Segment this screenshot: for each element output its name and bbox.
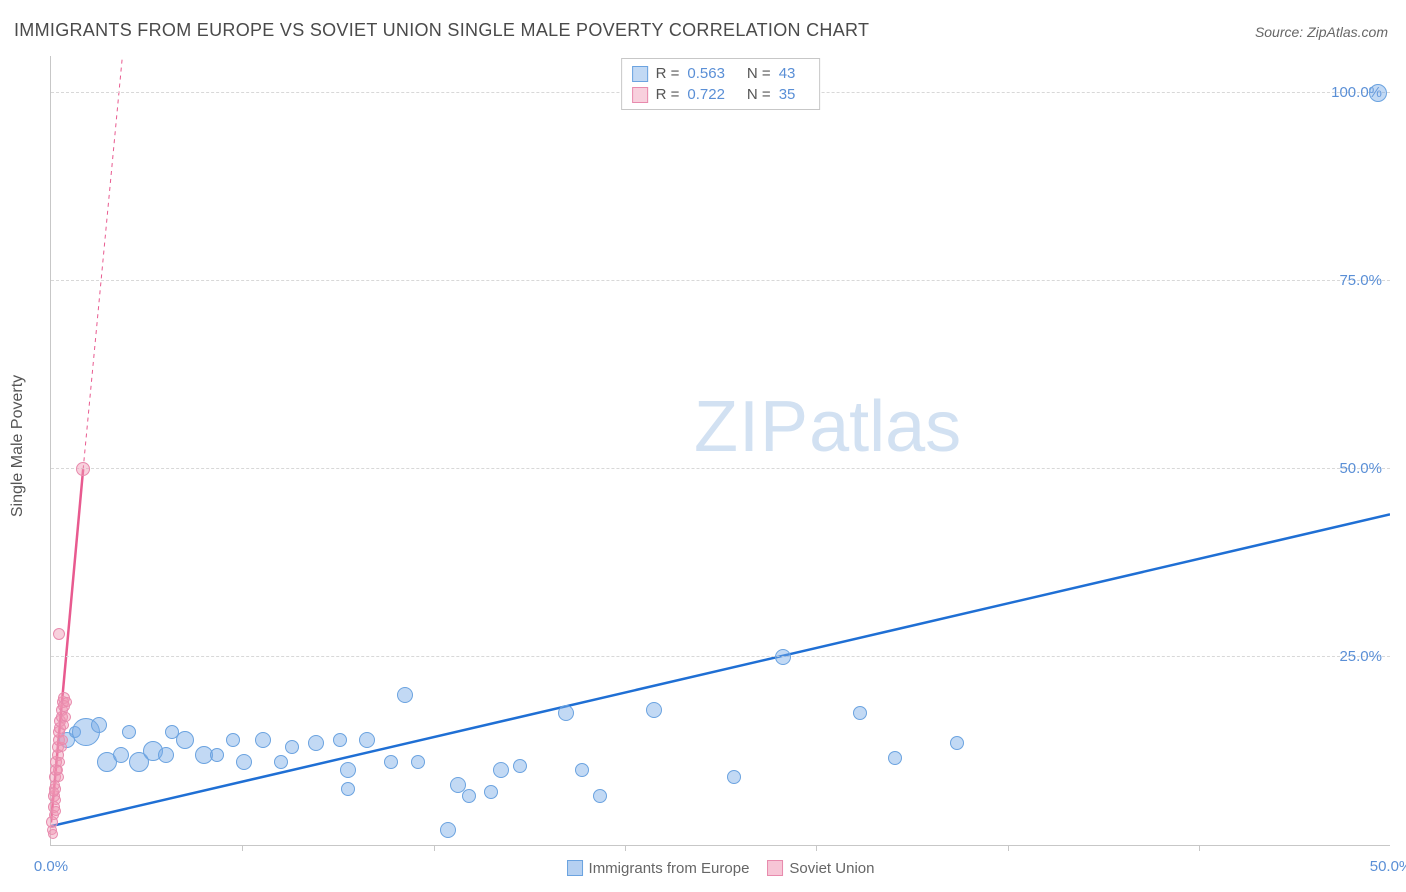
gridline-h (51, 280, 1390, 281)
data-point (727, 770, 741, 784)
legend-swatch (632, 87, 648, 103)
data-point (62, 697, 72, 707)
data-point (359, 732, 375, 748)
legend-n-label: N = (747, 65, 771, 82)
correlation-chart: IMMIGRANTS FROM EUROPE VS SOVIET UNION S… (0, 0, 1406, 892)
source-attribution: Source: ZipAtlas.com (1255, 24, 1388, 40)
data-point (462, 789, 476, 803)
data-point (513, 759, 527, 773)
data-point (341, 782, 355, 796)
legend-r-label: R = (656, 65, 680, 82)
data-point (593, 789, 607, 803)
data-point (646, 702, 662, 718)
legend-series: Immigrants from Europe Soviet Union (567, 860, 875, 877)
legend-stat-row: R = 0.563 N = 43 (632, 63, 810, 84)
chart-title: IMMIGRANTS FROM EUROPE VS SOVIET UNION S… (14, 20, 869, 41)
data-point (76, 462, 90, 476)
minor-tick-v (625, 845, 626, 851)
minor-tick-v (816, 845, 817, 851)
data-point (53, 765, 63, 775)
legend-r-label: R = (656, 86, 680, 103)
data-point (853, 706, 867, 720)
data-point (176, 731, 194, 749)
minor-tick-v (1199, 845, 1200, 851)
legend-series-label: Immigrants from Europe (589, 860, 750, 877)
data-point (384, 755, 398, 769)
minor-tick-v (434, 845, 435, 851)
legend-n-value: 43 (779, 65, 796, 82)
watermark-bold: ZIP (694, 387, 809, 467)
data-point (440, 822, 456, 838)
legend-swatch (767, 860, 783, 876)
data-point (340, 762, 356, 778)
data-point (210, 748, 224, 762)
data-point (484, 785, 498, 799)
data-point (274, 755, 288, 769)
y-tick-label: 75.0% (1339, 272, 1382, 289)
data-point (950, 736, 964, 750)
legend-series-label: Soviet Union (789, 860, 874, 877)
minor-tick-v (1008, 845, 1009, 851)
data-point (122, 725, 136, 739)
data-point (775, 649, 791, 665)
data-point (411, 755, 425, 769)
data-point (49, 787, 59, 797)
trend-lines-layer (51, 56, 1390, 845)
data-point (333, 733, 347, 747)
legend-swatch (632, 66, 648, 82)
y-tick-label: 50.0% (1339, 460, 1382, 477)
data-point (113, 747, 129, 763)
legend-r-value: 0.563 (687, 65, 725, 82)
x-tick-label: 50.0% (1370, 858, 1406, 875)
data-point (397, 687, 413, 703)
data-point (51, 806, 61, 816)
legend-n-value: 35 (779, 86, 796, 103)
data-point (308, 735, 324, 751)
trendline-extrapolated (83, 56, 126, 469)
watermark: ZIPatlas (694, 386, 961, 468)
legend-stat-row: R = 0.722 N = 35 (632, 84, 810, 105)
data-point (493, 762, 509, 778)
data-point (226, 733, 240, 747)
data-point (888, 751, 902, 765)
data-point (91, 717, 107, 733)
legend-stats-box: R = 0.563 N = 43 R = 0.722 N = 35 (621, 58, 821, 110)
y-tick-label: 25.0% (1339, 648, 1382, 665)
trendline (51, 514, 1390, 826)
plot-area: ZIPatlas R =0.563N =43R =0.722N =35 Immi… (50, 56, 1390, 846)
legend-n-label: N = (747, 86, 771, 103)
legend-series-item: Immigrants from Europe (567, 860, 750, 877)
data-point (158, 747, 174, 763)
gridline-h (51, 468, 1390, 469)
data-point (1369, 84, 1387, 102)
data-point (558, 705, 574, 721)
data-point (61, 712, 71, 722)
data-point (285, 740, 299, 754)
x-tick-label: 0.0% (34, 858, 68, 875)
data-point (236, 754, 252, 770)
data-point (58, 735, 68, 745)
legend-swatch (567, 860, 583, 876)
minor-tick-v (242, 845, 243, 851)
data-point (575, 763, 589, 777)
gridline-h (51, 656, 1390, 657)
legend-series-item: Soviet Union (767, 860, 874, 877)
data-point (255, 732, 271, 748)
data-point (48, 829, 58, 839)
data-point (53, 628, 65, 640)
y-axis-label: Single Male Poverty (9, 375, 27, 517)
legend-r-value: 0.722 (687, 86, 725, 103)
watermark-light: atlas (809, 387, 961, 467)
